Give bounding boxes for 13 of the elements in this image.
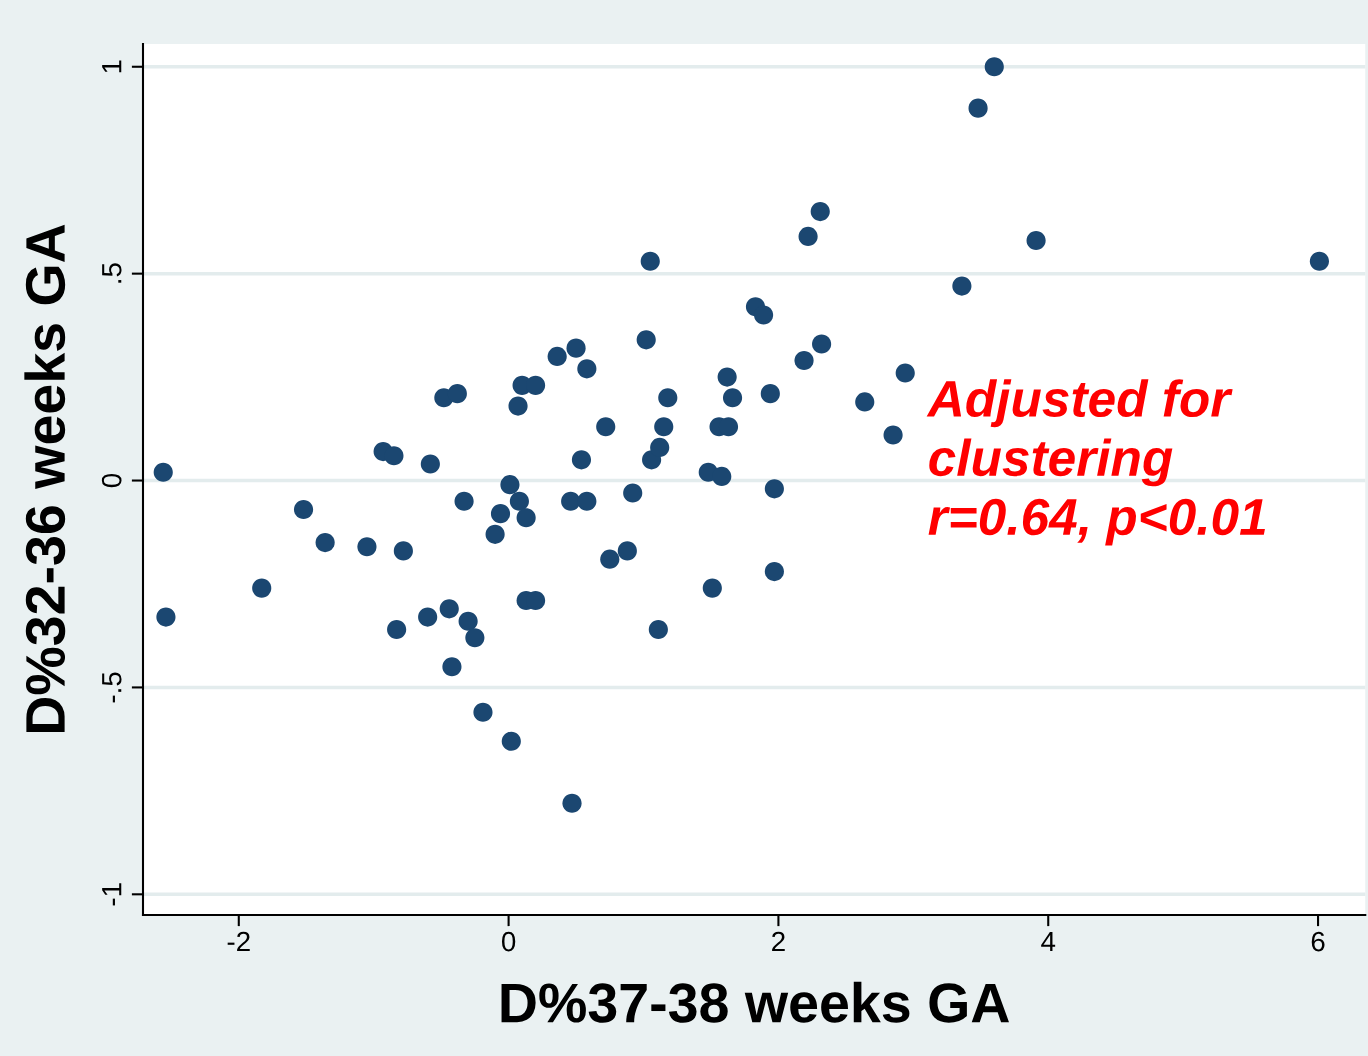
y-tick-label: -1 bbox=[102, 883, 122, 906]
y-tick-label: 0 bbox=[101, 473, 122, 488]
x-tick-label: 4 bbox=[1041, 931, 1056, 952]
annotation: Adjusted for clustering r=0.64, p<0.01 bbox=[926, 379, 1265, 546]
x-tick-label: 6 bbox=[1311, 931, 1325, 952]
y-tick-label: 1 bbox=[102, 60, 122, 73]
x-tick-label: -2 bbox=[227, 931, 250, 952]
y-tick-label: -.5 bbox=[102, 672, 122, 703]
y-axis-title: D%32-36 weeks GA bbox=[24, 224, 66, 733]
x-axis-title: D%37-38 weeks GA bbox=[501, 981, 1009, 1023]
x-tick-label: 2 bbox=[772, 931, 785, 952]
x-tick-label: 0 bbox=[501, 931, 516, 952]
y-tick-label: .5 bbox=[102, 263, 122, 283]
